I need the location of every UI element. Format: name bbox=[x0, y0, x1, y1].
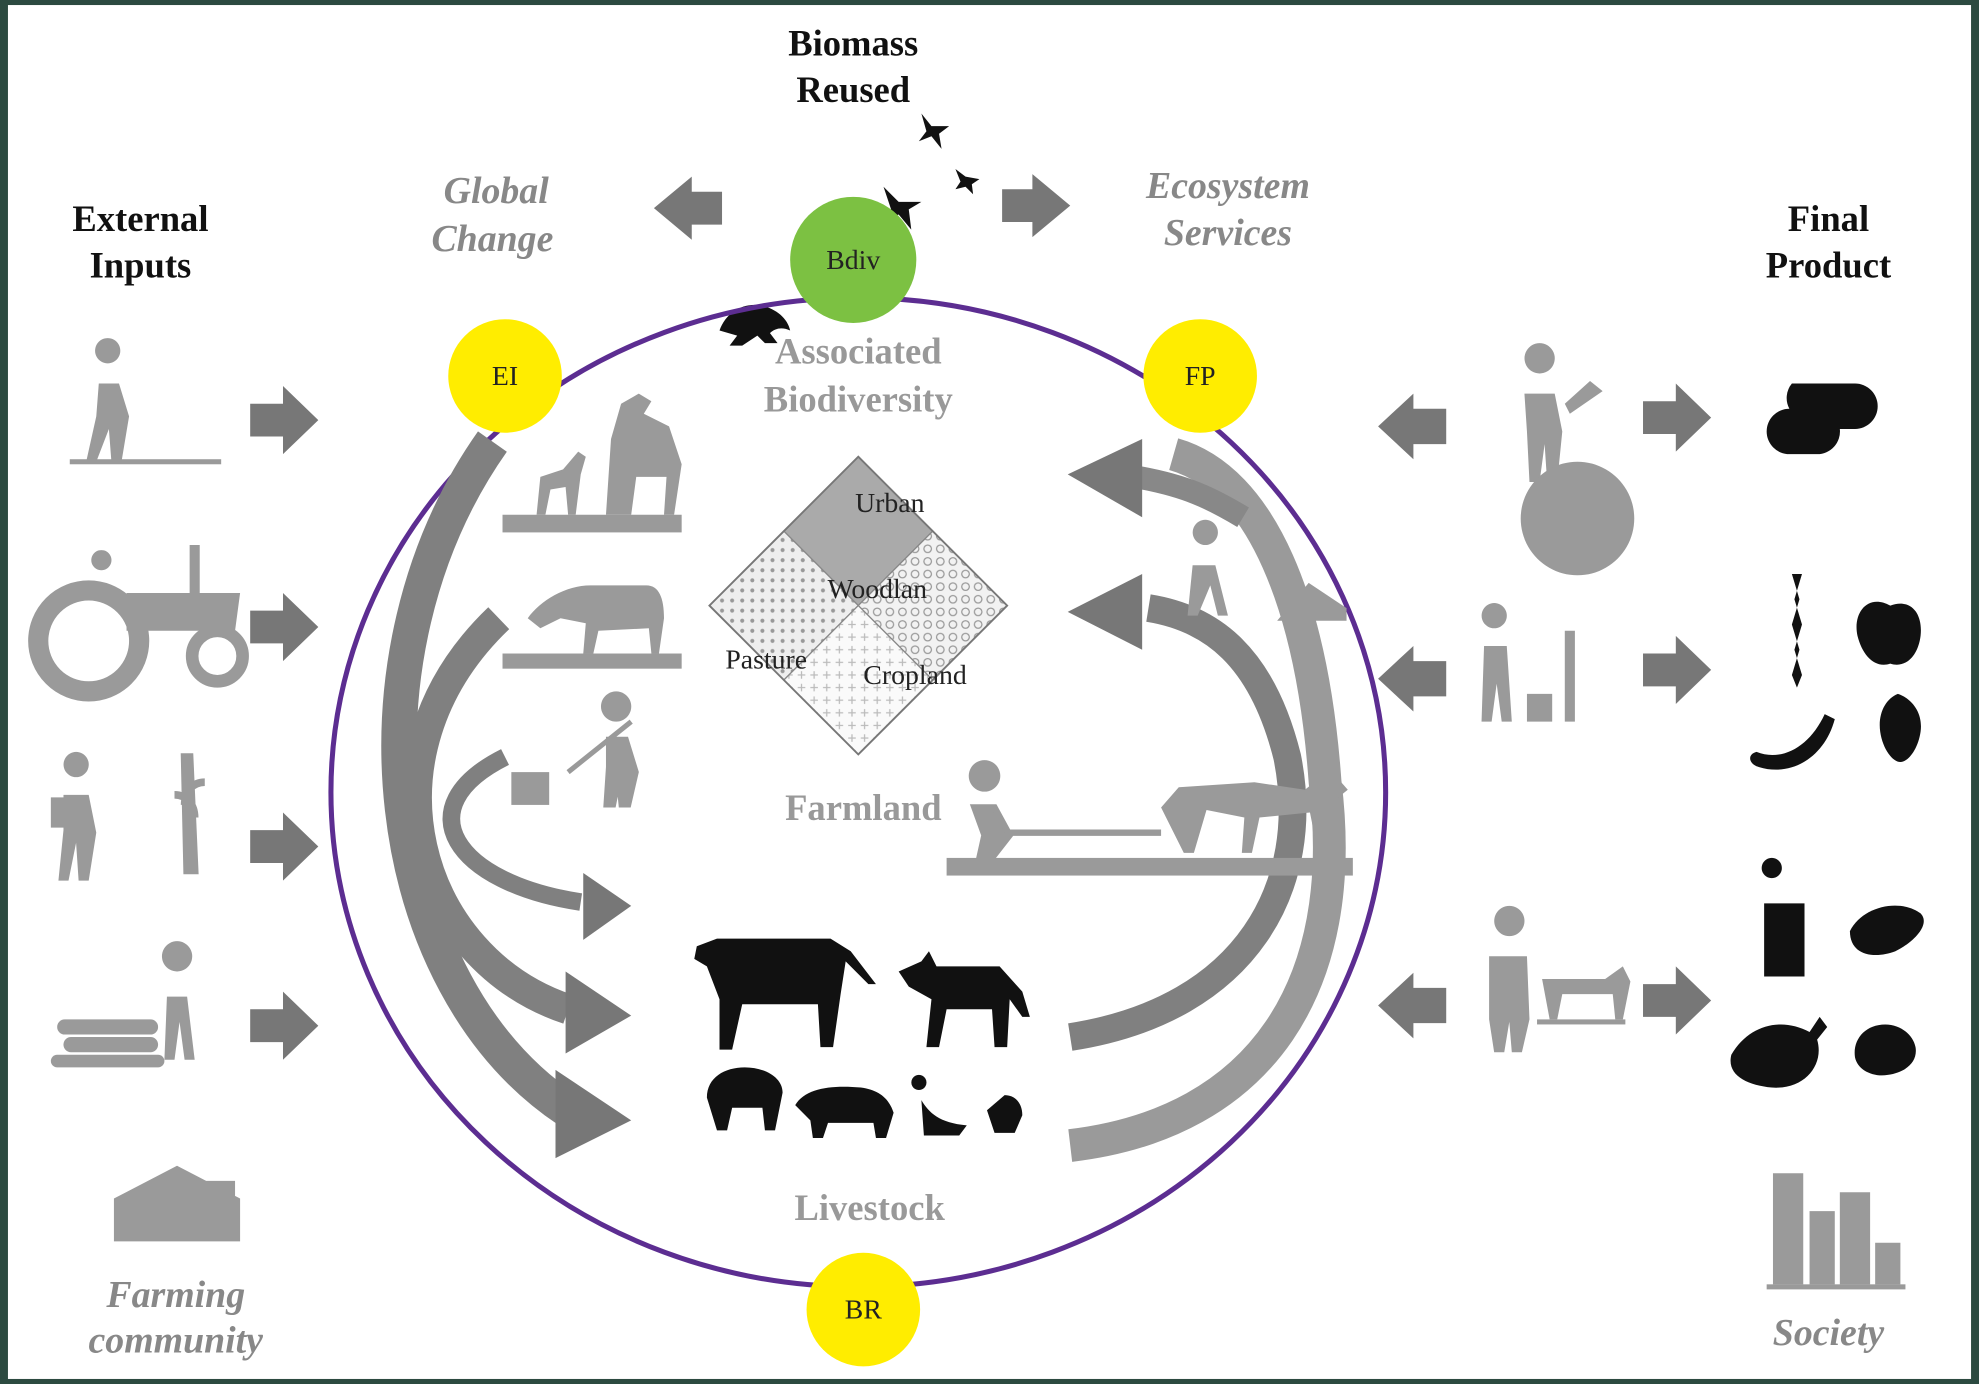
text-line: Reused bbox=[796, 69, 910, 110]
text-line: Change bbox=[431, 218, 553, 260]
global-change: Global Change bbox=[431, 170, 553, 260]
ecosystem-services: Ecosystem Services bbox=[1145, 165, 1310, 254]
farming-community: Farming community bbox=[89, 1274, 264, 1361]
land-use-label: Pasture bbox=[725, 645, 807, 676]
land-use-diamond bbox=[708, 455, 1009, 756]
frog bbox=[719, 304, 791, 346]
node-circle bbox=[806, 1252, 921, 1367]
livestock-label: Livestock bbox=[794, 1187, 945, 1228]
external-inputs: External Inputs bbox=[72, 198, 208, 286]
text-line: community bbox=[89, 1319, 264, 1361]
node-circle bbox=[1143, 319, 1257, 433]
inner-icons bbox=[502, 393, 1353, 876]
biomass-title: Biomass Reused bbox=[788, 23, 918, 111]
flow-arrows-in bbox=[381, 431, 583, 1125]
text-line: Inputs bbox=[90, 245, 192, 286]
arrow bbox=[653, 176, 723, 240]
text-line: Associated bbox=[775, 330, 942, 371]
canvas bbox=[7, 5, 1972, 1379]
text-line: External bbox=[72, 198, 208, 239]
node-label: FP bbox=[1185, 361, 1216, 392]
node-label: EI bbox=[492, 361, 518, 392]
text-line: Biomass bbox=[788, 23, 918, 64]
node-label: BR bbox=[845, 1294, 883, 1325]
arrowheads bbox=[555, 873, 632, 1159]
final-product: Final Product bbox=[1766, 198, 1892, 286]
livestock-icons bbox=[694, 938, 1030, 1138]
arrow bbox=[1002, 174, 1071, 238]
input-icons bbox=[28, 338, 249, 1242]
text-line: Society bbox=[1773, 1312, 1885, 1354]
butterflies bbox=[881, 113, 980, 230]
arrowheads bbox=[1067, 439, 1143, 650]
society: Society bbox=[1773, 1312, 1885, 1354]
input-arrows bbox=[250, 386, 319, 1060]
node-circle bbox=[448, 319, 562, 433]
text-line: Farming bbox=[105, 1274, 245, 1316]
text-line: Product bbox=[1766, 245, 1892, 286]
society-icon bbox=[1766, 1173, 1906, 1290]
product-arrows bbox=[1378, 383, 1712, 1039]
node-circle bbox=[790, 196, 917, 323]
product-icons bbox=[1730, 383, 1924, 1088]
farmland-label: Farmland bbox=[785, 787, 941, 828]
land-use-label: Cropland bbox=[863, 660, 966, 691]
text-line: Final bbox=[1788, 198, 1869, 239]
land-use-label: Urban bbox=[855, 488, 924, 519]
text-line: Biodiversity bbox=[764, 378, 953, 419]
text-line: Services bbox=[1164, 212, 1292, 254]
worker-icons bbox=[1481, 343, 1635, 1053]
associated-biodiversity: Associated Biodiversity bbox=[764, 330, 953, 419]
text-line: Global bbox=[444, 170, 550, 212]
land-use-label: Woodlan bbox=[827, 574, 927, 605]
text-line: Ecosystem bbox=[1145, 165, 1310, 207]
node-label: Bdiv bbox=[826, 245, 880, 276]
